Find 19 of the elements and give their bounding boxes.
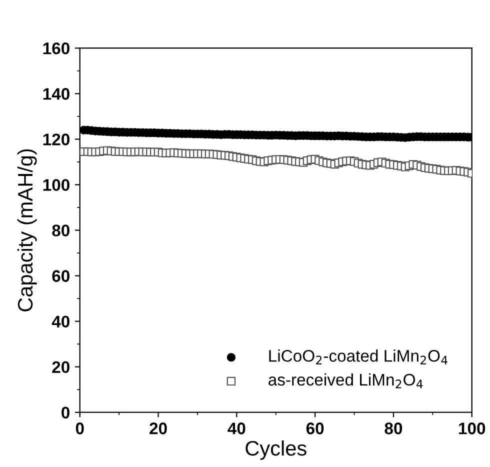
x-tick-label: 60 [306, 422, 324, 434]
y-tick-label: 140 [43, 88, 70, 100]
y-tick-label: 100 [43, 179, 70, 191]
legend-label: LiCoO$_{2}$-coated LiMn$_{2}$O$_{4}$ [269, 350, 448, 364]
y-tick-label: 60 [52, 270, 70, 282]
legend-label: as-received LiMn$_{2}$O$_{4}$ [268, 373, 423, 388]
y-tick-label: 0 [62, 406, 70, 419]
y-tick-label: 40 [52, 316, 70, 328]
y-tick-label: 160 [43, 42, 70, 54]
x-tick-label: 100 [459, 422, 486, 434]
y-tick-label: 120 [43, 134, 70, 146]
x-tick-label: 20 [150, 422, 167, 434]
x-axis-title: Cycles [246, 440, 306, 460]
y-tick-label: 20 [52, 361, 70, 374]
x-tick-label: 0 [76, 422, 84, 434]
y-axis-title: Capacity (mAH/g) [17, 149, 37, 312]
x-tick-label: 80 [384, 422, 402, 434]
y-tick-label: 80 [52, 224, 70, 236]
x-tick-label: 40 [228, 422, 246, 434]
